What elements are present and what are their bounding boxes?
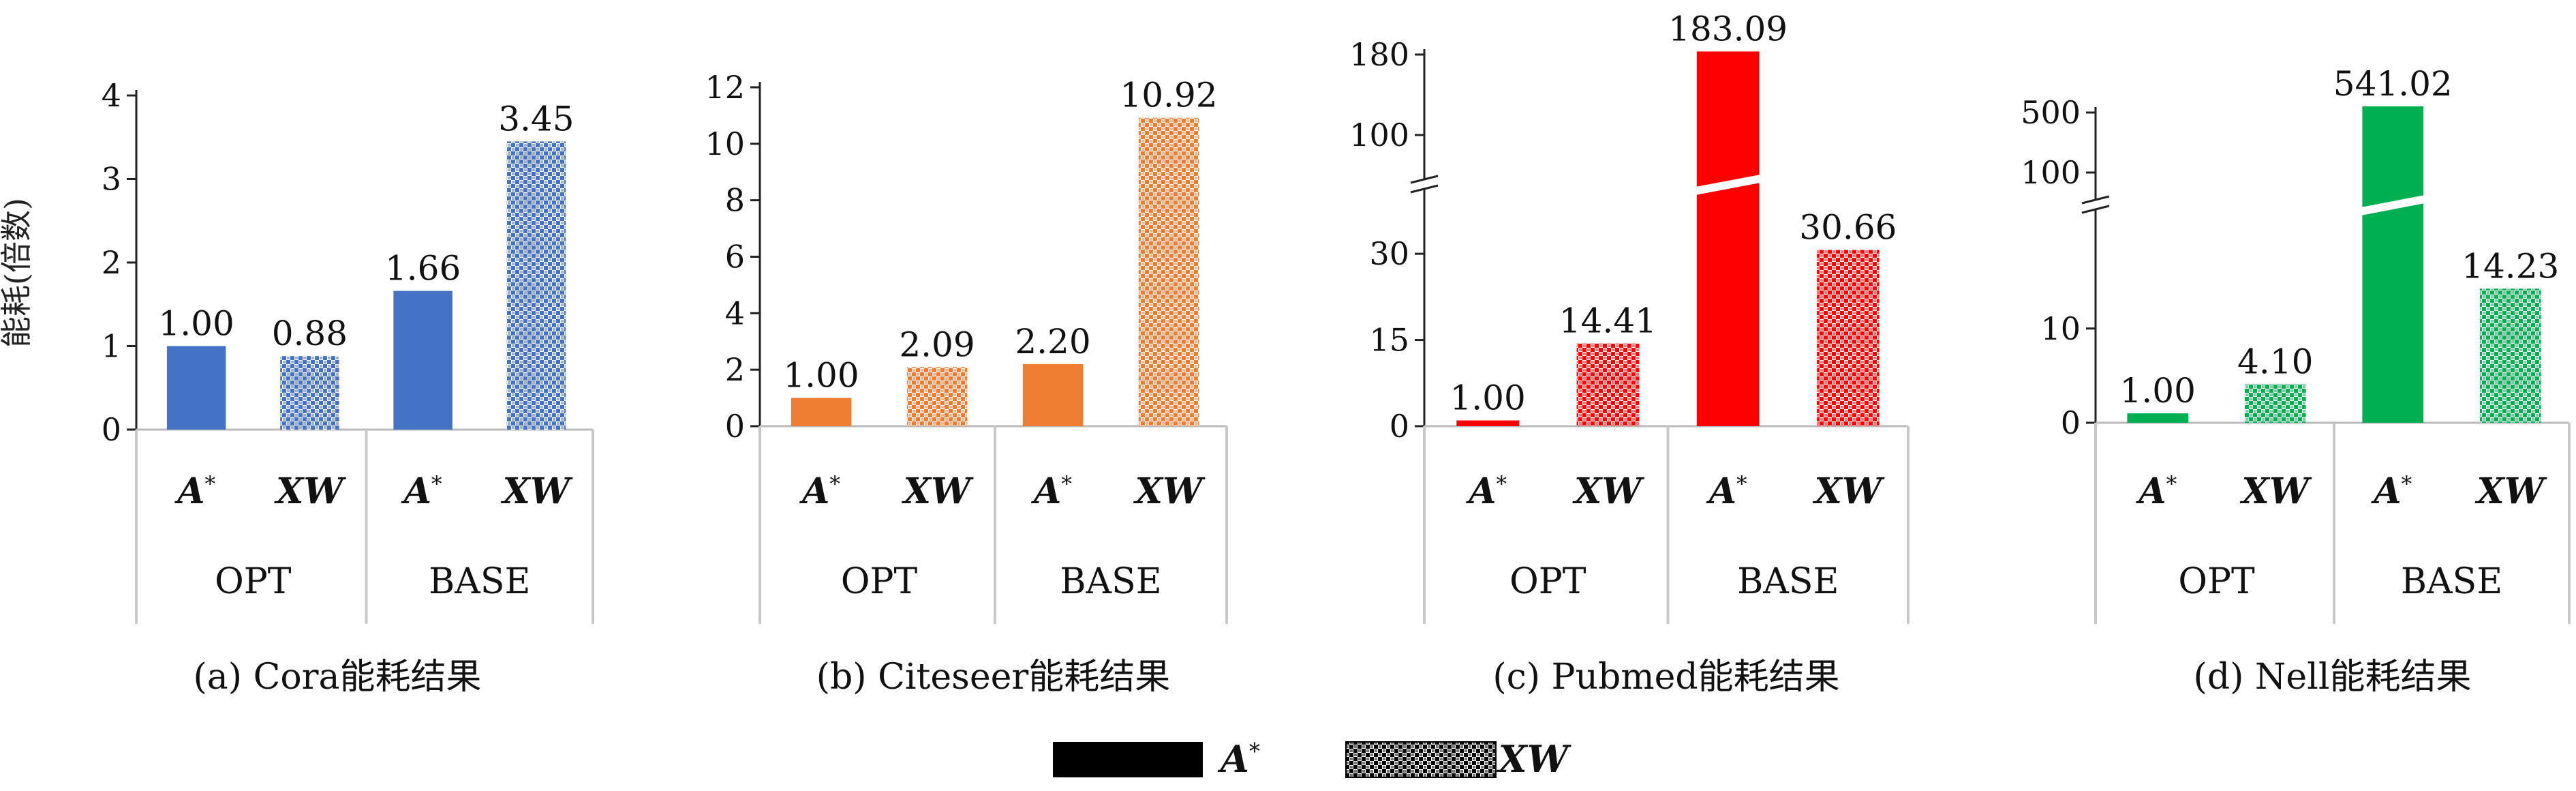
- chart-panel-4: 0 10 100 500 1.00 A* 4.10 XW 541.02 A* 14.23 XW OPT B…: [2021, 64, 2571, 698]
- bar-2: [906, 367, 968, 426]
- y-tick-label: 12: [705, 69, 745, 106]
- y-tick-label: 0: [1390, 408, 1409, 445]
- data-label: 10.92: [1120, 76, 1217, 115]
- y-tick-label: 15: [1369, 322, 1409, 359]
- data-label: 1.66: [385, 249, 461, 288]
- panel-caption: (a) Cora能耗结果: [193, 657, 481, 698]
- bar-4: [506, 141, 566, 430]
- bar-2: [280, 356, 339, 430]
- data-label: 1.00: [158, 304, 234, 344]
- data-label: 4.10: [2237, 342, 2313, 381]
- category-label: A*: [174, 471, 215, 512]
- group-label: BASE: [2401, 561, 2502, 602]
- legend: A* XW: [1053, 737, 1572, 781]
- category-label: XW: [501, 471, 573, 512]
- bar-3: [393, 290, 453, 430]
- y-tick-label: 6: [725, 239, 745, 275]
- group-label: BASE: [1060, 561, 1161, 602]
- y-tick-label: 0: [725, 408, 745, 445]
- category-label: A*: [401, 471, 442, 512]
- data-label: 14.23: [2462, 246, 2559, 286]
- bar-break-band: [2361, 195, 2425, 215]
- y-axis-label: 能耗(倍数): [0, 198, 35, 348]
- bar-break-band: [1695, 175, 1761, 195]
- bar-1: [791, 398, 852, 426]
- category-label: XW: [274, 471, 346, 512]
- bar-3: [1696, 51, 1760, 426]
- legend-swatch: [1345, 741, 1497, 778]
- bar-3: [1022, 363, 1084, 426]
- y-tick-label: 0: [2061, 404, 2081, 441]
- bar-3: [2362, 106, 2424, 423]
- category-label: XW: [902, 471, 974, 512]
- data-label: 3.45: [498, 99, 574, 138]
- legend-label: A*: [1217, 737, 1260, 781]
- group-label: BASE: [429, 561, 530, 602]
- category-label: XW: [2474, 471, 2547, 512]
- bar-1: [166, 346, 226, 430]
- y-tick-label: 30: [1369, 235, 1409, 272]
- data-label: 1.00: [783, 356, 859, 395]
- group-label: BASE: [1737, 561, 1839, 602]
- data-label: 1.00: [1450, 378, 1525, 418]
- chart-panel-2: 0 2 4 6 8 10 12 1.00 A* 2.09 XW 2.20 A* 10.92 XW OPT BAS…: [705, 69, 1228, 698]
- y-tick-label: 2: [725, 351, 745, 388]
- axis-break-mark: [2081, 205, 2110, 214]
- category-label: XW: [1572, 471, 1644, 512]
- y-tick-label: 2: [102, 244, 121, 281]
- axis-break-mark: [2081, 195, 2110, 205]
- data-label: 183.09: [1668, 9, 1788, 48]
- bar-1: [2127, 413, 2189, 423]
- data-label: 30.66: [1799, 208, 1897, 248]
- data-label: 541.02: [2333, 64, 2453, 104]
- data-label: 2.20: [1015, 322, 1090, 361]
- data-label: 0.88: [272, 314, 348, 353]
- category-label: A*: [1706, 471, 1747, 512]
- panel-caption: (c) Pubmed能耗结果: [1492, 657, 1839, 698]
- category-label: A*: [1465, 471, 1507, 512]
- y-tick-label: 4: [102, 77, 121, 114]
- y-tick-label: 100: [2021, 154, 2081, 191]
- group-label: OPT: [841, 561, 918, 602]
- data-label: 1.00: [2120, 371, 2196, 411]
- bar-4: [1138, 117, 1199, 427]
- category-label: A*: [799, 471, 840, 512]
- y-tick-label: 0: [102, 411, 121, 448]
- chart-panel-1: 0 1 2 3 4 1.00 A* 0.88 XW 1.66 A* 3.45 XW OPT BASE (a) …: [102, 77, 594, 698]
- category-label: A*: [2135, 471, 2177, 512]
- y-tick-label: 500: [2021, 94, 2081, 131]
- group-label: OPT: [215, 561, 292, 602]
- bar-4: [1817, 250, 1880, 426]
- bar-2: [2244, 384, 2306, 423]
- category-label: XW: [2239, 471, 2312, 512]
- category-label: A*: [1030, 471, 1072, 512]
- chart-panel-3: 0 15 30 100 180 1.00 A* 14.41 XW 183.09 A* 30.66 XW O…: [1349, 9, 1910, 698]
- axis-break-mark: [1410, 184, 1439, 194]
- y-tick-label: 10: [705, 125, 745, 162]
- category-label: XW: [1813, 471, 1885, 512]
- y-tick-label: 1: [102, 328, 121, 365]
- bar-1: [1456, 420, 1519, 426]
- data-label: 2.09: [899, 325, 975, 364]
- y-tick-label: 180: [1349, 36, 1409, 73]
- y-tick-label: 100: [1349, 117, 1409, 153]
- panel-caption: (d) Nell能耗结果: [2194, 657, 2472, 698]
- bar-2: [1576, 343, 1640, 426]
- y-tick-label: 4: [725, 295, 745, 331]
- group-label: OPT: [2178, 561, 2255, 602]
- category-label: XW: [1133, 471, 1206, 512]
- y-tick-label: 3: [102, 161, 121, 198]
- axis-break-mark: [1410, 175, 1439, 184]
- legend-label: XW: [1497, 737, 1572, 781]
- data-label: 14.41: [1559, 301, 1657, 341]
- panel-caption: (b) Citeseer能耗结果: [816, 657, 1171, 698]
- legend-swatch: [1053, 742, 1203, 777]
- y-tick-label: 8: [725, 182, 745, 219]
- bar-4: [2479, 288, 2541, 423]
- category-label: A*: [2370, 471, 2412, 512]
- group-label: OPT: [1509, 561, 1586, 602]
- y-tick-label: 10: [2040, 310, 2081, 347]
